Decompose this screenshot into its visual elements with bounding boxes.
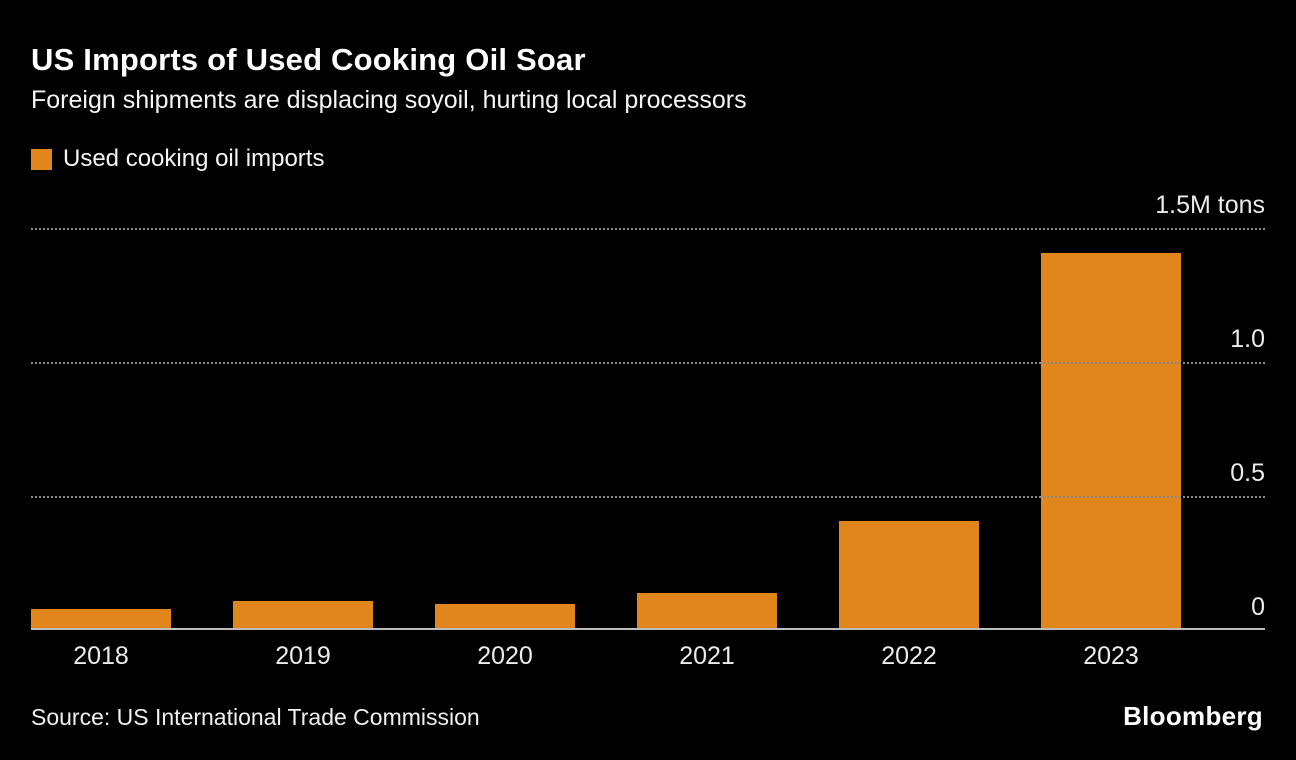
- y-axis-tick-label-0: 0: [1251, 593, 1265, 621]
- gridline-0.5: [31, 496, 1265, 498]
- x-axis-label-2019: 2019: [275, 642, 331, 670]
- x-axis-line: [31, 628, 1265, 630]
- x-axis-label-2021: 2021: [679, 642, 735, 670]
- x-axis-label-2022: 2022: [881, 642, 937, 670]
- bar-2022: [839, 521, 979, 628]
- bars-container: [31, 190, 1181, 628]
- legend-swatch-icon: [31, 148, 52, 170]
- bloomberg-logo: Bloomberg: [1123, 701, 1263, 731]
- chart: 1.5M tons 1.0 0.5 0: [31, 190, 1265, 630]
- x-axis-labels: 2018 2019 2020 2021 2022 2023: [31, 642, 1181, 671]
- bar-2019: [233, 601, 373, 628]
- x-axis-label-2018: 2018: [73, 642, 129, 670]
- gridline-1: [31, 362, 1265, 364]
- x-axis-label-2023: 2023: [1083, 642, 1139, 670]
- y-axis-tick-label-0.5: 0.5: [1230, 459, 1265, 487]
- chart-subtitle: Foreign shipments are displacing soyoil,…: [31, 86, 747, 114]
- bar-2023: [1041, 253, 1181, 628]
- bar-2018: [31, 609, 171, 628]
- gridline-1.5: [31, 228, 1265, 230]
- bar-2020: [435, 604, 575, 628]
- source-note: Source: US International Trade Commissio…: [31, 704, 480, 730]
- y-axis-tick-label-1.0: 1.0: [1230, 325, 1265, 353]
- legend: Used cooking oil imports: [31, 145, 324, 173]
- x-axis-label-2020: 2020: [477, 642, 533, 670]
- chart-title: US Imports of Used Cooking Oil Soar: [31, 42, 586, 77]
- bar-2021: [637, 593, 777, 628]
- legend-label: Used cooking oil imports: [63, 145, 325, 172]
- y-axis-tick-label-1.5M-tons: 1.5M tons: [1155, 191, 1265, 219]
